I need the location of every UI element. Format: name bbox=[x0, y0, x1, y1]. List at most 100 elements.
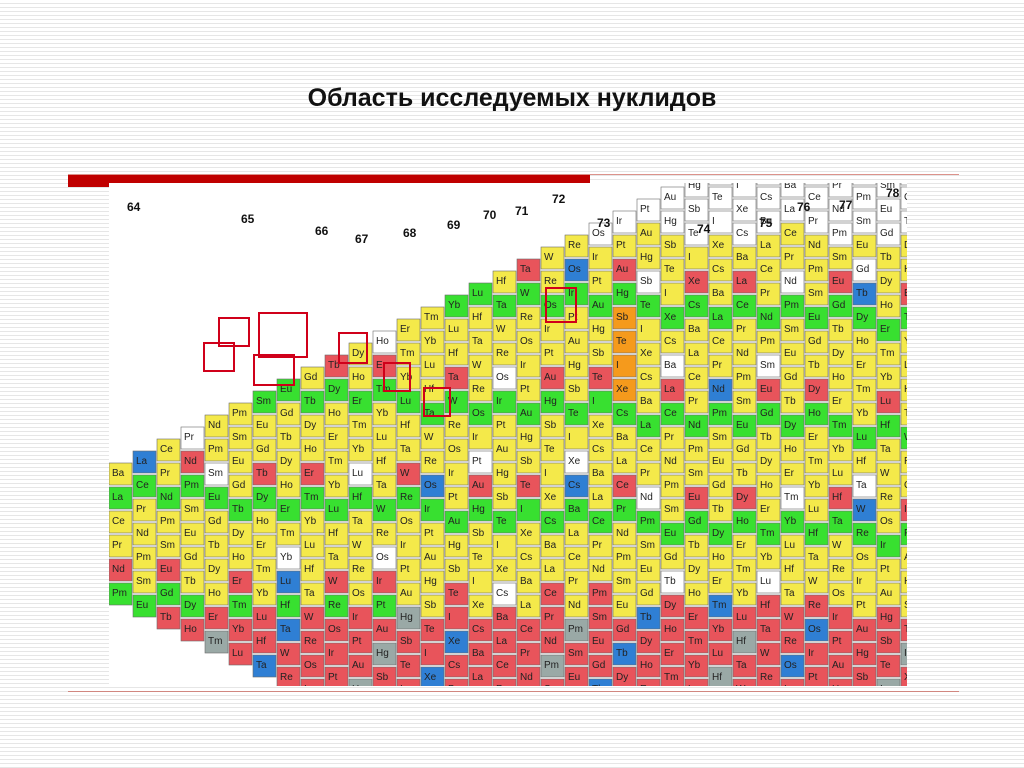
nuclide-cell-label: Re bbox=[784, 636, 797, 647]
nuclide-cell bbox=[564, 234, 589, 258]
nuclide-cell bbox=[852, 594, 877, 618]
nuclide-cell bbox=[468, 402, 493, 426]
nuclide-cell-label: W bbox=[832, 540, 842, 551]
nuclide-cell bbox=[852, 354, 877, 378]
nuclide-cell bbox=[804, 522, 829, 546]
nuclide-cell-label: Pm bbox=[184, 480, 199, 491]
nuclide-cell bbox=[156, 438, 181, 462]
nuclide-cell bbox=[324, 642, 349, 666]
nuclide-cell bbox=[756, 354, 781, 378]
nuclide-cell bbox=[660, 522, 685, 546]
top-rule bbox=[68, 174, 959, 175]
nuclide-cell-label: Hf bbox=[472, 312, 482, 323]
nuclide-cell-label: Pt bbox=[904, 528, 907, 539]
nuclide-cell bbox=[684, 366, 709, 390]
nuclide-cell-label: Sm bbox=[592, 612, 607, 623]
nuclide-cell-label: Re bbox=[856, 528, 869, 539]
nuclide-cell bbox=[732, 630, 757, 654]
nuclide-cell-label: Sm bbox=[832, 252, 847, 263]
nuclide-cell bbox=[732, 534, 757, 558]
nuclide-cell bbox=[780, 318, 805, 342]
nuclide-cell-label: Er bbox=[256, 540, 267, 551]
nuclide-cell-label: Re bbox=[376, 528, 389, 539]
nuclide-cell bbox=[324, 426, 349, 450]
nuclide-cell bbox=[900, 186, 907, 210]
nuclide-cell bbox=[660, 474, 685, 498]
nuclide-cell bbox=[300, 366, 325, 390]
nuclide-cell bbox=[804, 402, 829, 426]
nuclide-cell bbox=[900, 234, 907, 258]
nuclide-cell bbox=[300, 510, 325, 534]
nuclide-cell-label: Tb bbox=[304, 396, 316, 407]
nuclide-cell bbox=[732, 486, 757, 510]
nuclide-cell bbox=[564, 474, 589, 498]
nuclide-cell-label: La bbox=[688, 348, 700, 359]
nuclide-cell-label: Tb bbox=[160, 612, 172, 623]
nuclide-cell bbox=[708, 183, 733, 186]
nuclide-cell bbox=[852, 498, 877, 522]
nuclide-cell-label: Ir bbox=[904, 504, 907, 515]
nuclide-cell-label: Pm bbox=[808, 264, 823, 275]
nuclide-cell bbox=[156, 510, 181, 534]
nuclide-cell bbox=[612, 618, 637, 642]
nuclide-cell bbox=[780, 510, 805, 534]
nuclide-cell bbox=[708, 546, 733, 570]
nuclide-cell-label: Tb bbox=[256, 468, 268, 479]
nuclide-cell-label: Cs bbox=[640, 372, 652, 383]
nuclide-cell-label: I bbox=[472, 576, 475, 587]
nuclide-cell bbox=[204, 510, 229, 534]
nuclide-cell bbox=[444, 366, 469, 390]
nuclide-cell-label: Er bbox=[208, 612, 219, 623]
nuclide-cell bbox=[588, 318, 613, 342]
nuclide-cell-label: Pt bbox=[568, 312, 578, 323]
nuclide-cell bbox=[900, 354, 907, 378]
nuclide-cell-label: Xe bbox=[496, 564, 509, 575]
nuclide-cell-label: Ta bbox=[352, 516, 363, 527]
nuclide-cell-label: Hg bbox=[688, 183, 701, 191]
nuclide-cell-label: Os bbox=[472, 408, 485, 419]
nuclide-cell bbox=[492, 486, 517, 510]
nuclide-cell-label: Pm bbox=[736, 372, 751, 383]
nuclide-cell bbox=[372, 474, 397, 498]
nuclide-cell-label: Re bbox=[568, 240, 581, 251]
nuclide-cell-label: Te bbox=[400, 660, 411, 671]
nuclide-cell bbox=[708, 210, 733, 234]
nuclide-cell-label: Lu bbox=[808, 504, 819, 515]
nuclide-cell bbox=[852, 618, 877, 642]
nuclide-cell-label: Os bbox=[304, 660, 317, 671]
nuclide-cell bbox=[708, 282, 733, 306]
nuclide-cell bbox=[348, 438, 373, 462]
nuclide-cell bbox=[516, 474, 541, 498]
nuclide-cell bbox=[828, 270, 853, 294]
nuclide-cell bbox=[300, 414, 325, 438]
nuclide-cell bbox=[228, 402, 253, 426]
nuclide-cell bbox=[876, 183, 901, 198]
nuclide-cell bbox=[300, 438, 325, 462]
nuclide-cell-label: W bbox=[856, 504, 866, 515]
nuclide-cell bbox=[516, 666, 541, 686]
nuclide-cell bbox=[804, 378, 829, 402]
nuclide-cell-label: Er bbox=[376, 360, 387, 371]
nuclide-cell-label: La bbox=[784, 204, 796, 215]
nuclide-cell bbox=[156, 486, 181, 510]
nuclide-cell bbox=[660, 594, 685, 618]
nuclide-cell-label: Sb bbox=[616, 312, 629, 323]
nuclide-cell-label: Sb bbox=[376, 672, 389, 683]
nuclide-cell-label: Hg bbox=[520, 432, 533, 443]
nuclide-cell bbox=[276, 498, 301, 522]
nuclide-cell bbox=[180, 450, 205, 474]
nuclide-cell-label: Dy bbox=[616, 672, 628, 683]
nuclide-cell-label: Cs bbox=[544, 516, 556, 527]
nuclide-cell bbox=[900, 258, 907, 282]
nuclide-cell bbox=[660, 210, 685, 234]
nuclide-cell bbox=[804, 594, 829, 618]
nuclide-cell-label: Yb bbox=[304, 516, 317, 527]
nuclide-cell-label: Ba bbox=[520, 576, 533, 587]
nuclide-cell-label: Pr bbox=[544, 612, 555, 623]
nuclide-cell-label: I bbox=[568, 432, 571, 443]
nuclide-cell-label: Os bbox=[904, 480, 907, 491]
nuclide-cell-label: Ta bbox=[832, 516, 843, 527]
nuclide-cell-label: Ho bbox=[232, 552, 245, 563]
atomic-number-label: 74 bbox=[697, 222, 711, 236]
nuclide-cell bbox=[348, 390, 373, 414]
